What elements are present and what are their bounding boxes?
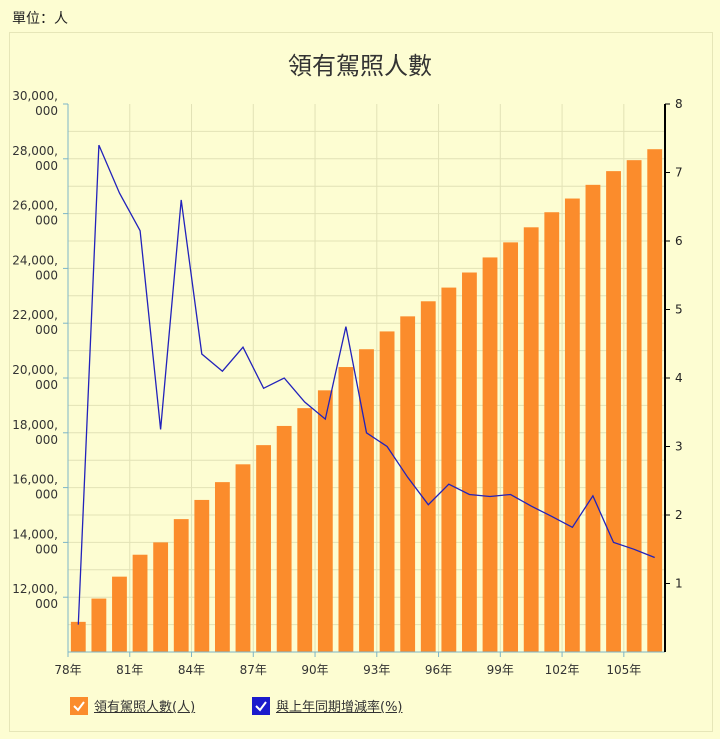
x-tick-label: 105年 xyxy=(606,663,641,677)
right-tick-label: 7 xyxy=(675,166,683,180)
left-tick-label: 000 xyxy=(35,378,58,392)
bar xyxy=(297,408,313,652)
left-tick-label: 18,000, xyxy=(12,418,58,432)
right-tick-label: 2 xyxy=(675,508,683,522)
bar xyxy=(132,554,148,652)
bar xyxy=(564,198,580,652)
bar xyxy=(70,621,86,652)
left-tick-label: 12,000, xyxy=(12,582,58,596)
line-series xyxy=(77,144,655,625)
bar xyxy=(91,598,107,652)
right-tick-label: 3 xyxy=(675,440,683,454)
rate-line xyxy=(77,144,655,625)
bar xyxy=(441,287,457,652)
left-tick-label: 20,000, xyxy=(12,363,58,377)
left-tick-label: 000 xyxy=(35,597,58,611)
bar xyxy=(256,445,271,652)
bar xyxy=(317,390,333,652)
left-tick-label: 000 xyxy=(35,104,58,118)
bar xyxy=(626,160,642,653)
right-tick-label: 4 xyxy=(675,371,683,385)
axes: 12,000,00014,000,00016,000,00018,000,000… xyxy=(12,89,682,677)
legend-item-rate[interactable]: 與上年同期增減率(%) xyxy=(252,696,403,715)
bar xyxy=(606,171,621,652)
bar xyxy=(544,212,560,653)
bar xyxy=(400,316,416,652)
legend-item-count[interactable]: 領有駕照人數(人) xyxy=(70,696,195,715)
right-tick-label: 6 xyxy=(675,234,683,248)
legend-label-rate[interactable]: 與上年同期增減率(%) xyxy=(276,700,403,715)
left-tick-label: 16,000, xyxy=(12,473,58,487)
bar xyxy=(112,576,127,652)
right-tick-label: 5 xyxy=(675,303,683,317)
bar xyxy=(523,227,539,653)
bar-series xyxy=(70,149,663,653)
unit-label: 單位：人 xyxy=(12,11,68,27)
left-tick-label: 000 xyxy=(35,433,58,447)
x-tick-label: 78年 xyxy=(54,663,81,677)
bar xyxy=(585,184,601,652)
chart-title: 領有駕照人數 xyxy=(288,52,432,80)
x-tick-label: 81年 xyxy=(116,663,143,677)
right-tick-label: 8 xyxy=(675,97,683,111)
left-tick-label: 000 xyxy=(35,488,58,502)
check-icon[interactable] xyxy=(252,696,270,715)
left-tick-label: 000 xyxy=(35,159,58,173)
x-tick-label: 102年 xyxy=(545,663,580,677)
left-tick-label: 14,000, xyxy=(12,527,58,541)
bar xyxy=(503,242,519,652)
bar xyxy=(379,331,395,652)
bar xyxy=(173,519,189,652)
bar xyxy=(338,367,354,652)
left-tick-label: 000 xyxy=(35,214,58,228)
left-tick-label: 28,000, xyxy=(12,144,58,158)
right-tick-label: 1 xyxy=(675,577,683,591)
bar xyxy=(194,499,210,652)
legend-label-count[interactable]: 領有駕照人數(人) xyxy=(94,700,196,715)
left-tick-label: 26,000, xyxy=(12,199,58,213)
bar xyxy=(276,425,292,652)
bar xyxy=(482,257,498,652)
left-tick-label: 30,000, xyxy=(12,89,58,103)
left-tick-label: 000 xyxy=(35,268,58,282)
check-icon[interactable] xyxy=(70,696,88,715)
bar xyxy=(420,301,436,652)
bar xyxy=(235,464,251,652)
x-tick-label: 99年 xyxy=(487,663,514,677)
bar xyxy=(153,542,169,652)
x-tick-label: 93年 xyxy=(363,663,390,677)
x-tick-label: 84年 xyxy=(178,663,205,677)
bar xyxy=(359,349,374,652)
x-tick-label: 96年 xyxy=(425,663,452,677)
bar xyxy=(462,272,477,652)
left-tick-label: 000 xyxy=(35,323,58,337)
bar xyxy=(214,482,230,652)
x-tick-label: 87年 xyxy=(240,663,267,677)
left-tick-label: 000 xyxy=(35,542,58,556)
x-tick-label: 90年 xyxy=(301,663,328,677)
left-tick-label: 22,000, xyxy=(12,308,58,322)
bar xyxy=(647,149,663,652)
left-tick-label: 24,000, xyxy=(12,253,58,267)
